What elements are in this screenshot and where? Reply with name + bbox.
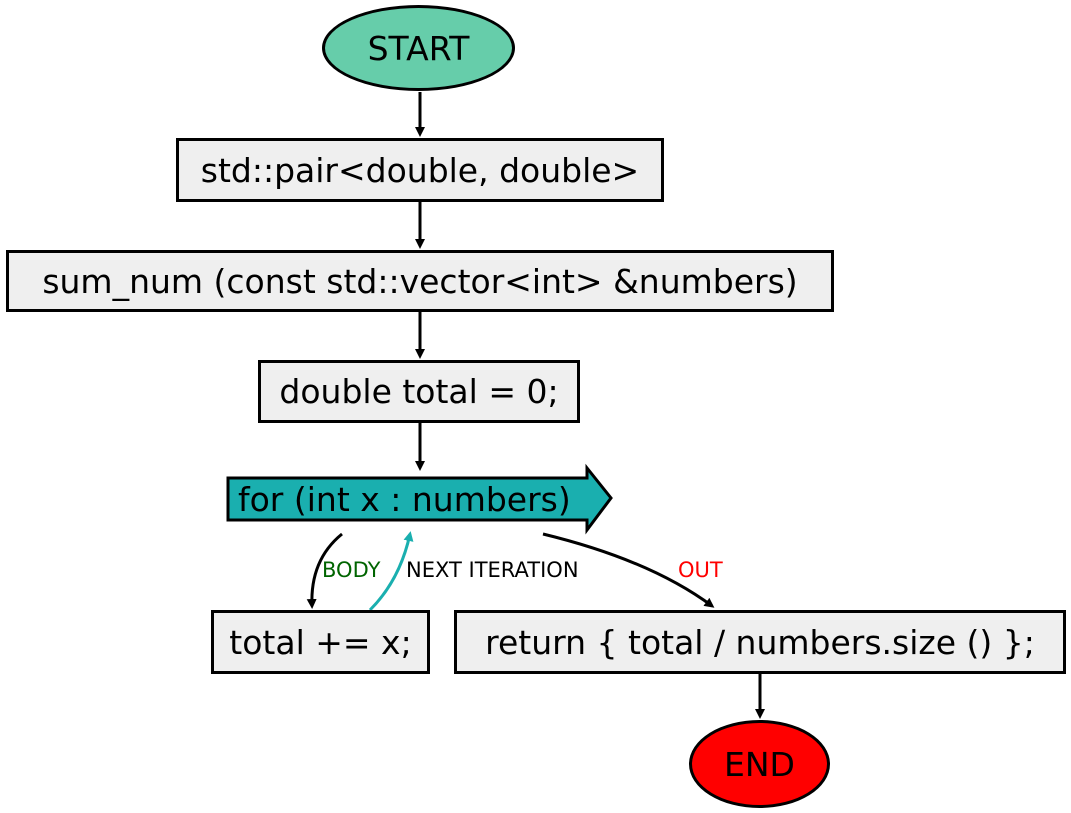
init-label: double total = 0; bbox=[279, 372, 559, 411]
return-type-label: std::pair<double, double> bbox=[200, 150, 640, 190]
next-iteration-edge-label: NEXT ITERATION bbox=[406, 558, 579, 582]
return-label: return { total / numbers.size () }; bbox=[485, 622, 1035, 662]
body-label: total += x; bbox=[229, 622, 412, 662]
start-node-label: START bbox=[367, 28, 470, 68]
end-node: END bbox=[689, 720, 830, 808]
edge-body-to-loop bbox=[368, 531, 414, 612]
edge-loop-to-body bbox=[306, 532, 343, 609]
function-signature-label: sum_num (const std::vector<int> &numbers… bbox=[42, 261, 798, 301]
body-edge-label: BODY bbox=[322, 558, 381, 582]
loop-node-shape bbox=[226, 463, 613, 535]
function-signature-node: sum_num (const std::vector<int> &numbers… bbox=[6, 250, 834, 312]
return-node: return { total / numbers.size () }; bbox=[454, 610, 1066, 674]
edge-loop-to-return bbox=[542, 532, 715, 608]
init-node: double total = 0; bbox=[258, 360, 580, 423]
loop-node: for (int x : numbers) bbox=[228, 478, 611, 520]
return-type-node: std::pair<double, double> bbox=[176, 138, 664, 202]
loop-label: for (int x : numbers) bbox=[238, 479, 571, 519]
out-edge-label: OUT bbox=[678, 558, 723, 582]
start-node: START bbox=[322, 5, 515, 91]
end-node-label: END bbox=[724, 744, 795, 784]
body-node: total += x; bbox=[211, 610, 430, 674]
